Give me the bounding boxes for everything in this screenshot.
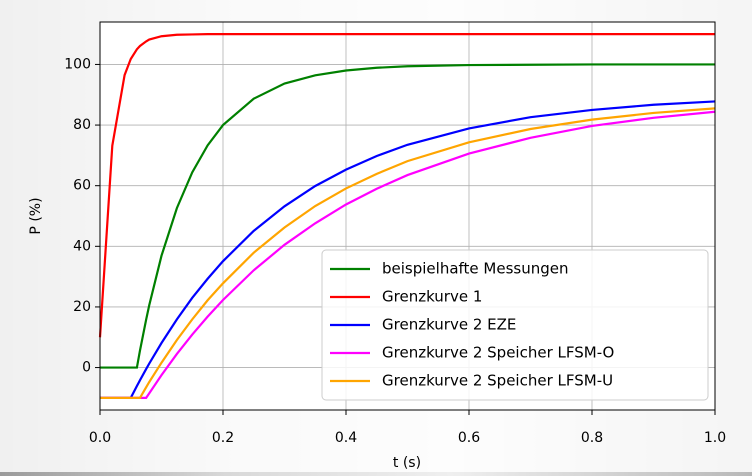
series-line [100, 100, 716, 399]
legend-box [321, 249, 709, 401]
x-tick-label: 0.4 [335, 430, 357, 446]
y-tick-label: 40 [73, 238, 91, 254]
y-tick-label: 20 [73, 299, 91, 315]
x-axis-label: t (s) [393, 455, 421, 471]
x-tick-label: 1.0 [704, 430, 726, 446]
legend-label: Grenzkurve 2 Speicher LFSM-O [382, 344, 614, 362]
y-axis-label: P (%) [28, 197, 44, 234]
legend-label: Grenzkurve 2 EZE [382, 316, 516, 334]
legend-label: Grenzkurve 1 [382, 288, 482, 306]
legend-label: beispielhafte Messungen [382, 260, 568, 278]
y-tick-label: 100 [64, 56, 91, 72]
y-tick-label: 0 [82, 360, 91, 376]
lines [98, 33, 716, 399]
x-tick-label: 0.2 [212, 430, 234, 446]
legend: beispielhafte Messungen Grenzkurve 1 Grenz… [321, 249, 709, 401]
series-line [100, 63, 715, 369]
y-tick-label: 60 [73, 178, 91, 194]
series-line [98, 33, 715, 338]
x-tick-label: 0.8 [581, 430, 603, 446]
y-tick-label: 80 [73, 117, 91, 133]
series-line [100, 107, 716, 399]
ticks: 0.0 0.2 0.4 0.6 0.8 1.0 0 20 40 60 80 100 [64, 56, 726, 446]
x-tick-label: 0.6 [458, 430, 480, 446]
plot-frame [99, 21, 716, 411]
x-tick-label: 0.0 [89, 430, 111, 446]
legend-label: Grenzkurve 2 Speicher LFSM-U [382, 372, 613, 390]
